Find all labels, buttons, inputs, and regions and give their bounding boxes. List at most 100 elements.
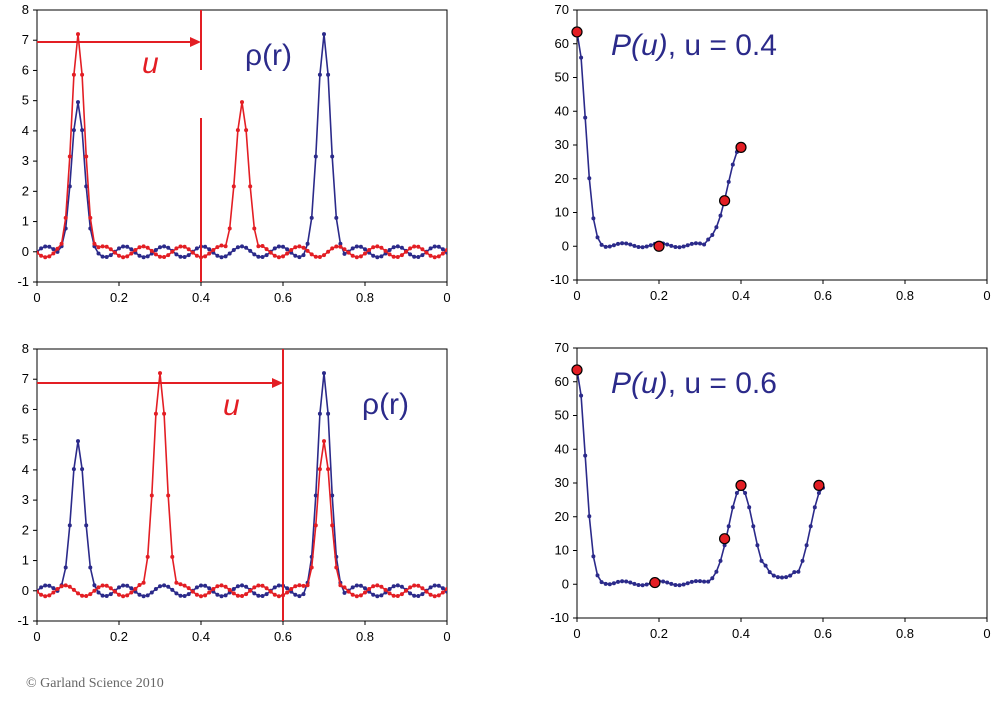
red-density-series-point bbox=[330, 246, 335, 251]
x-tick-label: 0.6 bbox=[274, 629, 292, 644]
y-tick-label: 4 bbox=[22, 123, 29, 138]
y-tick-label: 5 bbox=[22, 432, 29, 447]
red-density-series-point bbox=[350, 253, 355, 258]
red-density-series-point bbox=[162, 411, 167, 416]
red-density-series-point bbox=[330, 523, 335, 528]
blue-density-series-point bbox=[293, 592, 298, 597]
red-density-series-point bbox=[404, 249, 408, 254]
blue-density-series-point bbox=[100, 593, 105, 598]
blue-density-series-point bbox=[391, 245, 396, 250]
blue-density-series-point bbox=[350, 246, 355, 251]
red-density-series-point bbox=[371, 245, 376, 250]
red-density-series-point bbox=[174, 246, 179, 251]
patterson-series-point bbox=[747, 505, 752, 510]
x-tick-label: 0.6 bbox=[814, 626, 832, 641]
blue-density-series-point bbox=[125, 583, 130, 588]
patterson-series-point bbox=[640, 583, 645, 588]
blue-density-series-point bbox=[141, 594, 146, 599]
x-tick-label: 0.2 bbox=[650, 288, 668, 303]
blue-density-series-point bbox=[84, 523, 89, 528]
red-density-series-point bbox=[112, 589, 117, 594]
x-tick-label: 0.4 bbox=[732, 626, 750, 641]
patterson-title-func: P(u) bbox=[611, 367, 668, 400]
patterson-series-point bbox=[730, 162, 735, 167]
red-density-series-point bbox=[416, 244, 421, 249]
blue-density-series-point bbox=[272, 246, 277, 251]
patterson-series-point bbox=[607, 582, 612, 587]
blue-density-series-point bbox=[334, 215, 339, 220]
red-density-series-point bbox=[305, 583, 310, 588]
blue-density-series-point bbox=[104, 255, 109, 260]
y-tick-label: 0 bbox=[562, 238, 569, 253]
blue-density-series-point bbox=[207, 586, 212, 591]
red-density-series-point bbox=[63, 215, 68, 220]
blue-density-series-point bbox=[63, 565, 68, 570]
blue-density-series-point bbox=[436, 244, 441, 249]
red-density-series-point bbox=[88, 215, 93, 220]
red-density-series-point bbox=[326, 467, 331, 472]
blue-density-series-point bbox=[248, 248, 253, 253]
blue-density-series-point bbox=[338, 241, 343, 246]
y-tick-label: 20 bbox=[555, 509, 569, 524]
red-density-series-point bbox=[166, 253, 171, 258]
patterson-series-point bbox=[812, 505, 817, 510]
red-density-series-point bbox=[281, 254, 285, 259]
red-density-series-point bbox=[108, 586, 113, 591]
red-density-series-point bbox=[194, 253, 199, 258]
red-density-series-point bbox=[80, 593, 85, 598]
blue-density-series-point bbox=[244, 245, 249, 250]
red-density-series-point bbox=[440, 251, 445, 256]
blue-density-series-point bbox=[440, 586, 445, 591]
red-density-series-point bbox=[301, 245, 306, 250]
x-tick-label: 0.2 bbox=[110, 290, 128, 305]
red-density-series-point bbox=[338, 583, 343, 588]
blue-density-series bbox=[37, 32, 447, 260]
patterson-series-point bbox=[673, 244, 678, 249]
red-density-series-point bbox=[235, 593, 240, 598]
patterson-series-point bbox=[698, 579, 702, 584]
y-tick-label: 70 bbox=[555, 340, 569, 355]
red-density-series-point bbox=[371, 584, 376, 589]
patterson-series-point bbox=[603, 244, 608, 249]
red-density-series-point bbox=[313, 523, 318, 528]
red-density-series-point bbox=[260, 583, 265, 588]
plot-frame bbox=[36, 9, 448, 283]
red-density-series-line bbox=[37, 34, 447, 259]
blue-density-series-point bbox=[342, 251, 347, 256]
patterson-series-point bbox=[583, 453, 588, 458]
blue-density-series-point bbox=[371, 253, 376, 258]
blue-density-series-point bbox=[375, 594, 380, 599]
patterson-series-point bbox=[669, 581, 674, 586]
blue-density-series-point bbox=[88, 565, 93, 570]
patterson-series-point bbox=[730, 505, 735, 510]
red-density-series-point bbox=[39, 592, 44, 597]
blue-density-series-point bbox=[182, 594, 187, 599]
red-density-series-point bbox=[260, 243, 265, 248]
patterson-series-point bbox=[628, 242, 633, 247]
blue-density-series-point bbox=[399, 245, 404, 250]
red-density-series-point bbox=[43, 594, 48, 599]
y-tick-label: 0 bbox=[22, 244, 29, 259]
red-density-series-point bbox=[289, 248, 294, 253]
blue-density-series-point bbox=[244, 584, 249, 589]
patterson-series-point bbox=[718, 213, 723, 218]
y-tick-label: 40 bbox=[555, 103, 569, 118]
blue-density-series-point bbox=[158, 584, 162, 589]
patterson-series-point bbox=[665, 242, 670, 247]
red-density-series-point bbox=[375, 583, 380, 588]
red-density-series-point bbox=[268, 589, 273, 594]
patterson-series-point bbox=[693, 241, 698, 246]
red-density-series-point bbox=[317, 467, 322, 472]
red-density-series-point bbox=[264, 586, 269, 591]
marked-point bbox=[649, 576, 661, 589]
patterson-series-point bbox=[611, 581, 616, 586]
patterson-title-rest: , u = 0.6 bbox=[668, 367, 777, 400]
red-density-series-point bbox=[96, 585, 101, 590]
red-density-series-point bbox=[141, 244, 146, 249]
red-density-series-point bbox=[117, 253, 121, 258]
patterson-series-point bbox=[710, 576, 715, 581]
blue-density-series-point bbox=[260, 594, 265, 599]
patterson-series-line bbox=[577, 369, 824, 587]
red-density-series-point bbox=[309, 252, 314, 257]
blue-density-series-point bbox=[194, 246, 199, 251]
